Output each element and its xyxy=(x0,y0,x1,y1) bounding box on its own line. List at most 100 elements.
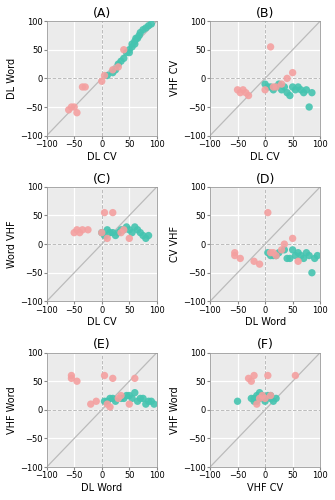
Point xyxy=(265,83,270,91)
Point xyxy=(127,226,132,234)
Point xyxy=(137,32,142,40)
Point xyxy=(282,240,287,248)
Point xyxy=(116,394,121,402)
Point xyxy=(262,398,268,406)
Point xyxy=(298,252,304,260)
Point xyxy=(110,228,116,236)
Point xyxy=(276,248,281,256)
Point xyxy=(290,68,295,76)
Point xyxy=(132,223,137,231)
Point xyxy=(143,24,148,32)
Point xyxy=(102,372,107,380)
Y-axis label: VHF CV: VHF CV xyxy=(170,60,180,96)
Point xyxy=(118,226,124,234)
Point xyxy=(127,48,132,56)
Point xyxy=(271,398,276,406)
Point xyxy=(146,398,151,406)
Point xyxy=(132,388,137,396)
Point xyxy=(254,394,260,402)
Point xyxy=(273,83,279,91)
Point xyxy=(304,86,309,94)
Point xyxy=(268,43,273,51)
Point xyxy=(140,394,146,402)
Point xyxy=(265,392,270,400)
Point xyxy=(124,392,129,400)
Point xyxy=(249,377,254,385)
Point xyxy=(268,392,273,400)
Point xyxy=(69,374,74,382)
Title: (F): (F) xyxy=(257,338,273,351)
Point xyxy=(71,228,77,236)
Y-axis label: VHF Word: VHF Word xyxy=(170,386,180,434)
Point xyxy=(129,394,135,402)
Point xyxy=(262,394,268,402)
Point xyxy=(257,394,262,402)
Point xyxy=(235,86,240,94)
Point xyxy=(138,228,143,236)
Point xyxy=(113,398,118,406)
Point xyxy=(138,394,143,402)
Point xyxy=(99,228,105,236)
X-axis label: DL CV: DL CV xyxy=(250,152,280,162)
Point xyxy=(102,398,107,406)
Point xyxy=(121,226,127,234)
Point xyxy=(99,77,105,85)
Point xyxy=(135,226,140,234)
Point xyxy=(118,57,124,65)
Point xyxy=(309,268,315,276)
Y-axis label: Word VHF: Word VHF xyxy=(7,220,17,268)
Point xyxy=(260,392,265,400)
Point xyxy=(99,228,105,236)
Point xyxy=(249,394,254,402)
Point xyxy=(268,252,273,260)
Point xyxy=(246,92,251,100)
Point xyxy=(282,246,287,254)
Point xyxy=(118,394,124,402)
Point xyxy=(243,88,249,96)
Point xyxy=(268,392,273,400)
Point xyxy=(140,26,146,34)
Point xyxy=(287,254,292,262)
Point xyxy=(287,92,292,100)
Point xyxy=(110,394,116,402)
Point xyxy=(107,394,113,402)
Point xyxy=(238,254,243,262)
Point xyxy=(71,103,77,111)
Point xyxy=(290,83,295,91)
Point xyxy=(246,374,251,382)
Point xyxy=(279,246,284,254)
Point xyxy=(116,60,121,68)
Point xyxy=(254,398,260,406)
Point xyxy=(257,388,262,396)
Point xyxy=(146,22,151,30)
Point xyxy=(315,252,320,260)
Point xyxy=(138,28,143,36)
Point xyxy=(290,246,295,254)
Point xyxy=(132,40,137,48)
Point xyxy=(124,48,129,56)
Point xyxy=(260,392,265,400)
Point xyxy=(118,228,124,236)
Point xyxy=(74,226,80,234)
Point xyxy=(129,228,135,236)
Point xyxy=(140,232,146,239)
Point xyxy=(77,228,82,236)
Point xyxy=(254,400,260,408)
Point xyxy=(271,252,276,260)
Point xyxy=(268,394,273,402)
Point xyxy=(121,54,127,62)
Point xyxy=(235,398,240,406)
Point xyxy=(107,228,113,236)
Point xyxy=(127,234,132,242)
Point xyxy=(271,248,276,256)
Point xyxy=(301,254,306,262)
Point xyxy=(107,403,113,411)
Point xyxy=(262,80,268,88)
Point xyxy=(265,248,270,256)
Point xyxy=(149,20,154,28)
Point xyxy=(295,83,301,91)
Point xyxy=(240,86,246,94)
Point xyxy=(110,208,116,216)
Point xyxy=(74,377,80,385)
Point xyxy=(113,232,118,239)
